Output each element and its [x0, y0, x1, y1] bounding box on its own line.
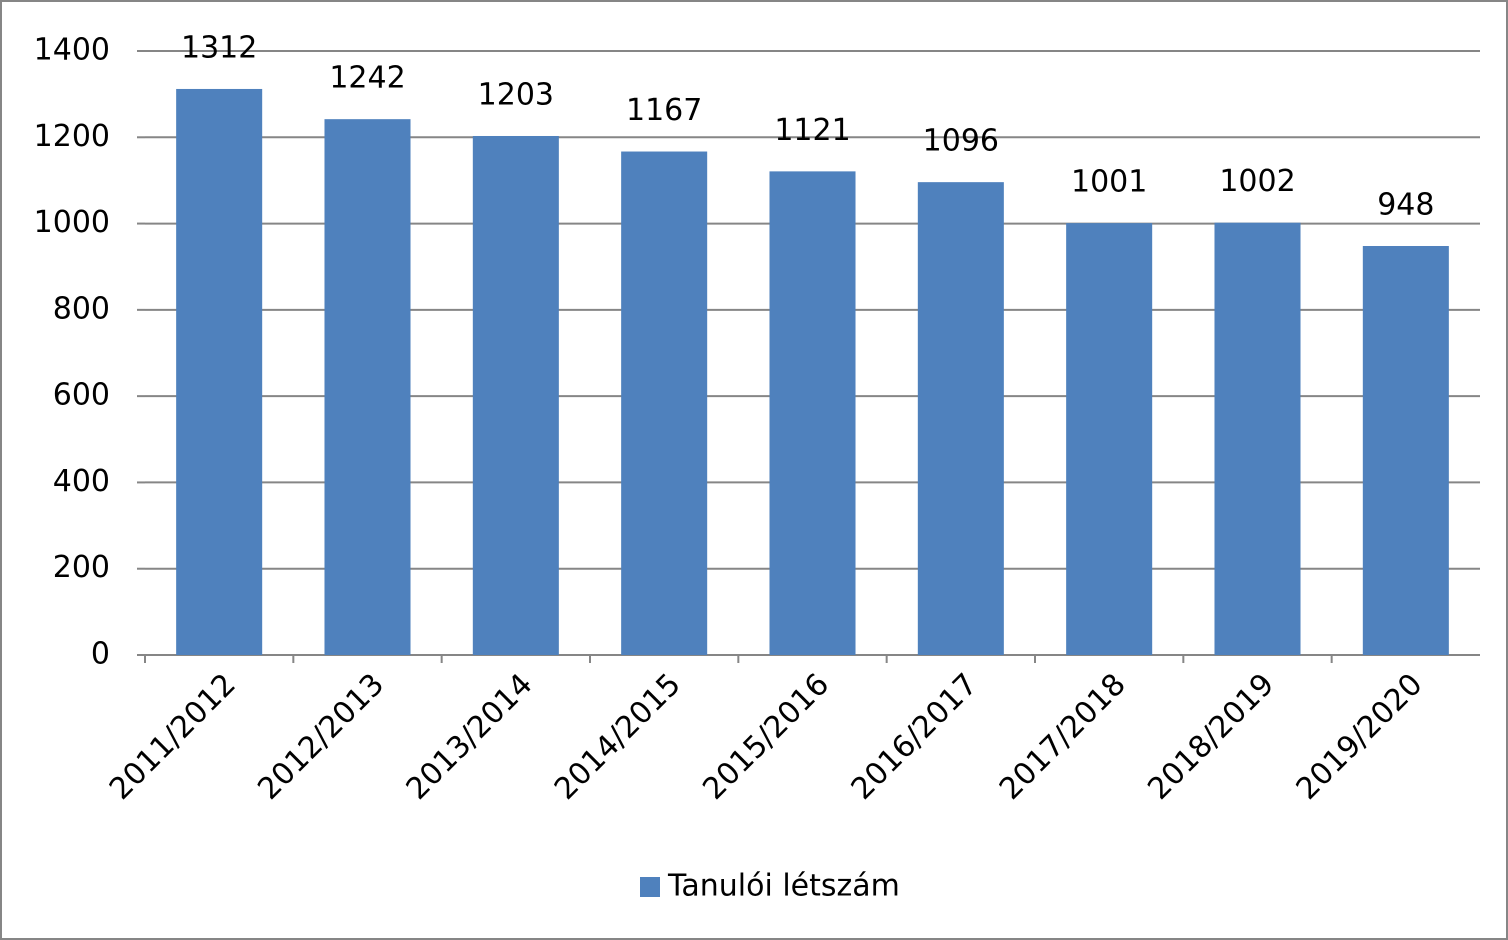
y-tick-label: 400: [53, 464, 110, 499]
y-tick-label: 200: [53, 550, 110, 585]
data-label: 1242: [329, 61, 405, 96]
data-label: 1096: [923, 124, 999, 159]
bar: [1362, 246, 1449, 655]
y-tick-label: 600: [53, 378, 110, 413]
bar: [472, 135, 559, 655]
y-tick-label: 1400: [34, 33, 110, 68]
data-label: 1001: [1071, 165, 1147, 200]
bar: [621, 151, 708, 655]
legend-label: Tanulói létszám: [667, 869, 900, 904]
data-label: 1203: [478, 77, 554, 112]
bar: [1214, 222, 1301, 656]
bar: [769, 171, 856, 655]
bar: [917, 182, 1004, 655]
y-tick-label: 0: [91, 637, 110, 672]
y-tick-label: 1200: [34, 119, 110, 154]
legend-swatch: [640, 877, 660, 897]
bar: [1066, 223, 1153, 655]
data-label: 1312: [181, 30, 257, 65]
data-label: 1121: [774, 113, 850, 148]
data-label: 1002: [1219, 164, 1295, 199]
y-tick-label: 1000: [34, 205, 110, 240]
bar: [324, 119, 411, 655]
data-label: 948: [1377, 188, 1434, 223]
bar: [176, 88, 263, 656]
data-label: 1167: [626, 93, 702, 128]
y-tick-label: 800: [53, 291, 110, 326]
